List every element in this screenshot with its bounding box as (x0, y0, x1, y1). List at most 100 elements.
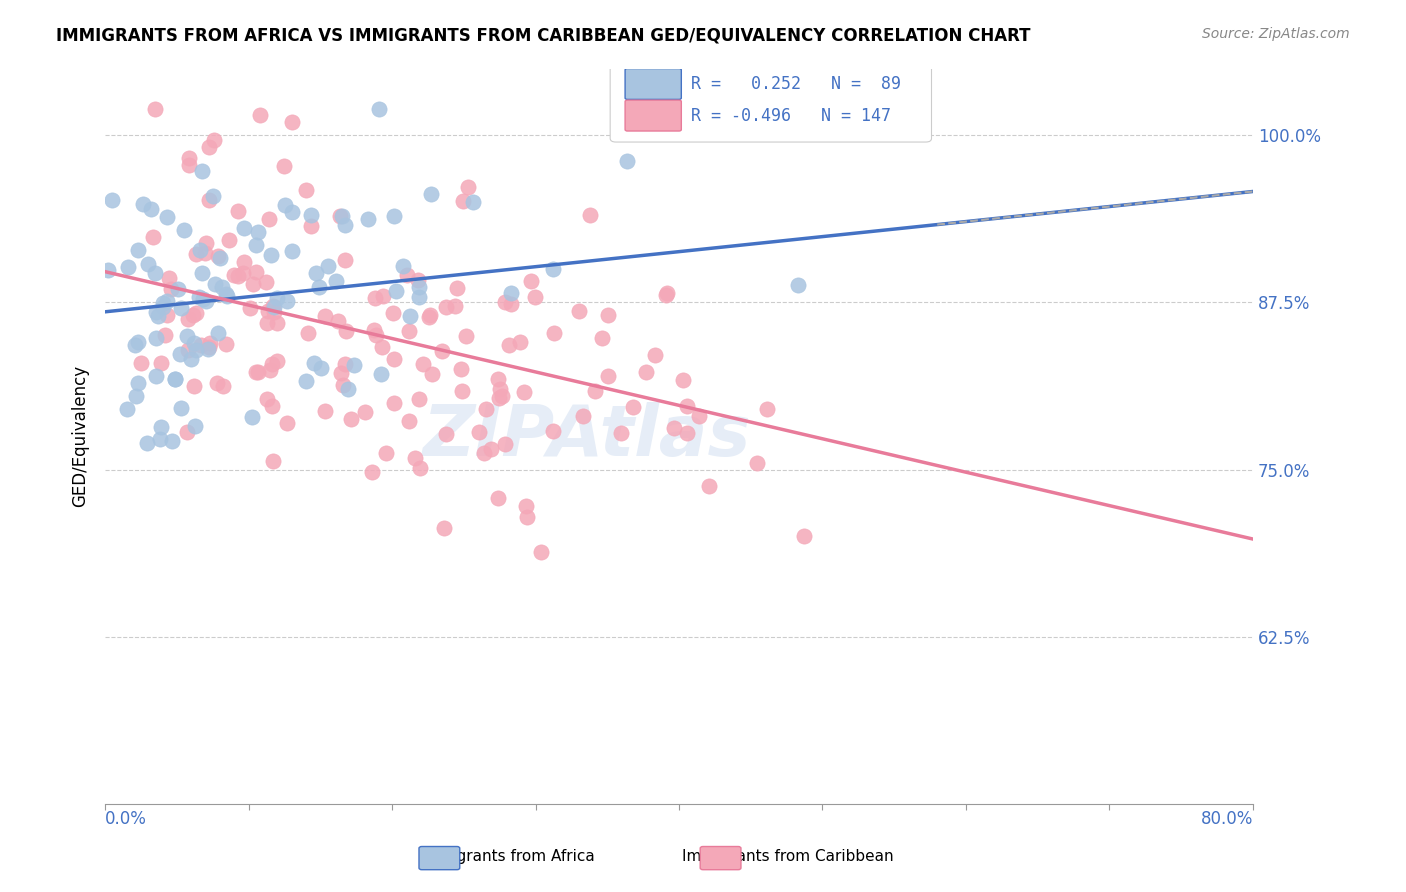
Point (418, 310, 440, 324)
Point (516, 509, 538, 524)
Point (260, 247, 283, 261)
Point (524, 290, 547, 304)
Point (273, 159, 295, 173)
Point (430, 343, 453, 358)
Text: R = -0.496   N = 147: R = -0.496 N = 147 (690, 106, 890, 125)
Point (398, 414, 420, 428)
Point (262, 357, 284, 371)
Point (644, 348, 666, 362)
Point (479, 442, 502, 457)
Point (382, 210, 405, 224)
Point (136, 257, 159, 271)
Point (371, 340, 394, 354)
Point (177, 343, 200, 357)
Point (222, 268, 245, 282)
Point (371, 289, 394, 303)
Point (609, 426, 631, 441)
Point (491, 389, 513, 403)
Point (676, 425, 699, 440)
Point (256, 304, 278, 318)
Point (176, 425, 198, 439)
Point (498, 338, 520, 352)
Point (572, 409, 595, 424)
Point (180, 352, 202, 367)
Point (190, 163, 212, 178)
Text: 80.0%: 80.0% (1201, 810, 1253, 829)
Point (395, 268, 418, 283)
Point (266, 353, 288, 368)
Point (530, 544, 553, 558)
Point (149, 432, 172, 446)
Point (127, 376, 149, 390)
Point (142, 230, 165, 244)
Point (453, 194, 475, 208)
Point (153, 328, 176, 343)
Text: 0.0%: 0.0% (105, 810, 148, 829)
Point (239, 301, 262, 316)
Point (391, 259, 413, 273)
Point (170, 401, 193, 415)
Point (444, 299, 467, 313)
Point (357, 211, 380, 226)
Point (160, 434, 183, 449)
Point (461, 194, 484, 209)
Point (173, 223, 195, 237)
Point (242, 277, 264, 292)
Point (579, 207, 602, 221)
Point (170, 301, 193, 315)
Point (408, 392, 430, 406)
Point (664, 421, 686, 435)
Point (198, 140, 221, 154)
Point (305, 266, 328, 280)
Point (177, 151, 200, 165)
Point (281, 204, 304, 219)
Point (363, 323, 385, 337)
Point (202, 133, 225, 147)
Point (187, 290, 209, 304)
Point (302, 356, 325, 370)
Point (117, 260, 139, 274)
Point (408, 273, 430, 287)
FancyBboxPatch shape (626, 100, 682, 131)
Point (139, 202, 162, 216)
Point (259, 363, 281, 377)
Point (412, 357, 434, 371)
Point (335, 324, 357, 338)
Point (398, 325, 420, 339)
Point (152, 301, 174, 315)
Point (671, 373, 693, 387)
Point (254, 275, 277, 289)
Point (131, 197, 153, 211)
Point (509, 334, 531, 349)
Point (226, 204, 249, 219)
Point (256, 316, 278, 330)
FancyBboxPatch shape (626, 69, 682, 99)
Point (263, 305, 285, 319)
Point (191, 292, 214, 306)
Point (697, 478, 720, 492)
Point (207, 326, 229, 341)
Point (115, 402, 138, 417)
Point (409, 460, 432, 475)
Point (332, 378, 354, 392)
Point (325, 274, 347, 288)
Text: IMMIGRANTS FROM AFRICA VS IMMIGRANTS FROM CARIBBEAN GED/EQUIVALENCY CORRELATION : IMMIGRANTS FROM AFRICA VS IMMIGRANTS FRO… (56, 27, 1031, 45)
FancyBboxPatch shape (610, 62, 932, 142)
Point (127, 244, 149, 258)
Point (486, 372, 509, 386)
Point (299, 219, 322, 234)
Point (433, 521, 456, 535)
Point (245, 238, 267, 252)
Point (179, 159, 201, 173)
Point (434, 300, 457, 314)
Point (184, 246, 207, 260)
Point (215, 336, 238, 351)
Point (194, 246, 217, 260)
Point (408, 290, 430, 304)
Point (591, 331, 613, 345)
Point (364, 328, 387, 343)
Point (186, 305, 208, 319)
Point (294, 183, 316, 197)
Point (197, 342, 219, 356)
Point (329, 209, 352, 223)
